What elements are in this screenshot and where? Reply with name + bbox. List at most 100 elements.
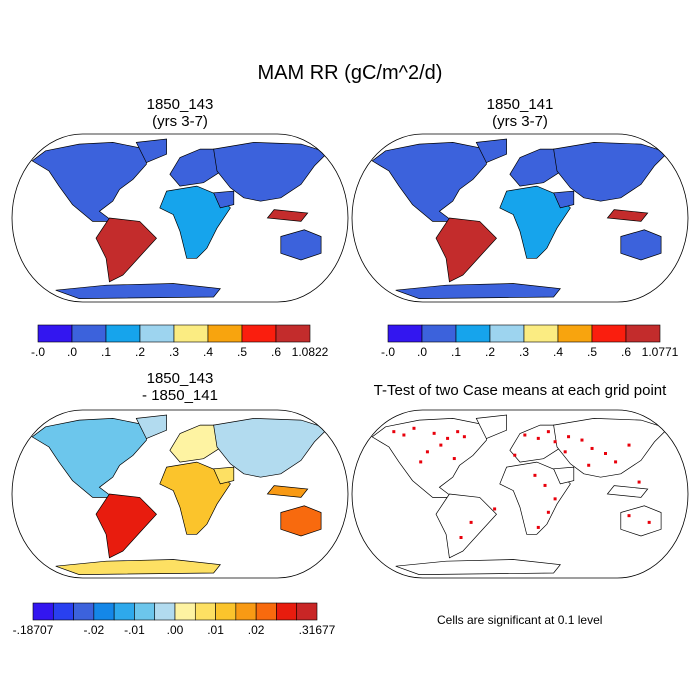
panel-1-title-line: 1850_143 (146, 96, 214, 113)
significant-cell (580, 438, 584, 442)
significant-cell (392, 430, 396, 434)
colorbar-tick-label: .3 (169, 345, 179, 359)
significant-cell (567, 435, 571, 439)
colorbar-tick-label: 1.0771 (642, 345, 679, 359)
map-panel-2 (351, 133, 689, 303)
continent-arabia (553, 466, 575, 485)
colorbar-tick-label: .6 (271, 345, 281, 359)
continent-antarctica (55, 283, 221, 299)
continent-greenland (135, 138, 167, 164)
continent-indonesia (266, 209, 309, 222)
colorbar-box (235, 602, 257, 621)
significant-cell (590, 446, 594, 450)
map-frame (11, 133, 349, 303)
colorbar-box (93, 602, 115, 621)
colorbar-box (557, 324, 593, 343)
significant-cell (456, 430, 460, 434)
colorbar-box (73, 602, 95, 621)
significant-cell (604, 452, 607, 455)
panel-1-title: 1850_143 (yrs 3-7) (45, 96, 315, 130)
significant-cell (536, 525, 540, 529)
colorbar-tick-label: .3 (519, 345, 529, 359)
continent-antarctica (395, 559, 561, 575)
continent-asia (213, 418, 329, 478)
colorbar-box (32, 602, 54, 621)
continent-indonesia (606, 485, 649, 498)
continent-arabia (213, 190, 235, 209)
significant-cell (439, 443, 443, 447)
continent-asia (213, 142, 329, 202)
continent-australia (620, 229, 662, 261)
colorbar-box (276, 602, 298, 621)
significant-cell (553, 497, 557, 501)
colorbar-tick-label: -.02 (84, 623, 105, 637)
colorbar-box (139, 324, 175, 343)
continent-north-america (31, 418, 147, 498)
continent-north-america (31, 142, 147, 222)
significant-cell (627, 443, 631, 447)
significant-cell (452, 457, 456, 461)
continent-antarctica (55, 559, 221, 575)
colorbar-tick-label: .6 (621, 345, 631, 359)
colorbar-box (37, 324, 73, 343)
continent-australia (280, 229, 322, 261)
continent-south-america (435, 217, 497, 283)
colorbar-box (207, 324, 243, 343)
panel-3-subtitle: - 1850_141 (142, 387, 218, 404)
panel-1-subtitle: (yrs 3-7) (152, 113, 208, 130)
colorbar-box (275, 324, 311, 343)
colorbar-tick-label: .2 (485, 345, 495, 359)
colorbar-box (241, 324, 277, 343)
continent-asia (553, 418, 669, 478)
colorbar-box (625, 324, 661, 343)
colorbar-tick-label: -.0 (381, 345, 395, 359)
colorbar-box (421, 324, 457, 343)
panel-2-title: 1850_141 (yrs 3-7) (385, 96, 655, 130)
continent-south-america (95, 493, 157, 559)
colorbar-box (489, 324, 525, 343)
colorbar-box (387, 324, 423, 343)
colorbar-tick-label: .31677 (299, 623, 336, 637)
significant-cell (533, 473, 537, 477)
significant-cell (432, 431, 436, 435)
continent-antarctica (395, 283, 561, 299)
map-frame (351, 409, 689, 579)
continent-north-america (371, 418, 487, 498)
colorbar-box (591, 324, 627, 343)
significant-cell (546, 430, 550, 434)
significant-cell (543, 483, 547, 487)
colorbar-tick-label: .01 (207, 623, 224, 637)
colorbar-tick-label: .02 (248, 623, 265, 637)
colorbar-tick-label: .1 (451, 345, 461, 359)
significant-cell (469, 520, 473, 524)
colorbar-tick-label: .1 (101, 345, 111, 359)
colorbar-tick-label: -.18707 (13, 623, 54, 637)
significant-cell (563, 450, 567, 454)
colorbar-box (113, 602, 135, 621)
colorbar-tick-label: .2 (135, 345, 145, 359)
colorbar-tick-label: .0 (67, 345, 77, 359)
map-panel-3 (11, 409, 349, 579)
continent-north-america (371, 142, 487, 222)
colorbar-box (255, 602, 277, 621)
continent-indonesia (606, 209, 649, 222)
colorbar-tick-label: .4 (203, 345, 213, 359)
significant-cell (419, 460, 423, 464)
significant-cell (536, 436, 540, 440)
colorbar-tick-label: .0 (417, 345, 427, 359)
continent-arabia (213, 466, 235, 485)
map-frame (351, 133, 689, 303)
significant-cell (587, 463, 591, 467)
colorbar-tick-label: -.0 (31, 345, 45, 359)
continent-arabia (553, 190, 575, 209)
colorbar-box (52, 602, 74, 621)
colorbar-tick-label: 1.0822 (292, 345, 329, 359)
colorbar-box (71, 324, 107, 343)
continent-south-america (435, 493, 497, 559)
colorbar-box (455, 324, 491, 343)
panel-3-title-line: 1850_143 (146, 370, 214, 387)
significant-cell (627, 514, 631, 518)
colorbar-tick-label: .00 (167, 623, 184, 637)
significant-cell (637, 480, 641, 484)
